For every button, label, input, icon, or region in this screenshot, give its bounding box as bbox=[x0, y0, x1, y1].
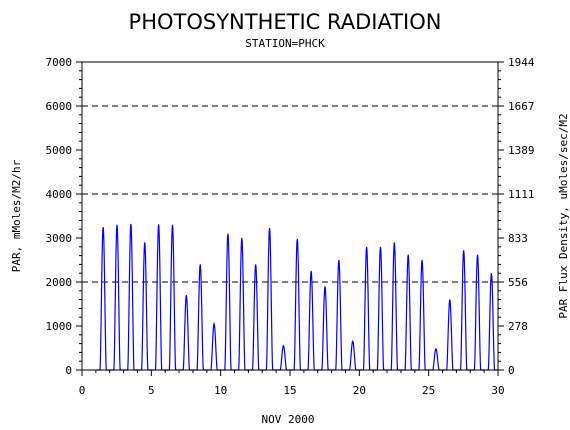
y2-tick-label: 556 bbox=[508, 276, 528, 289]
x-tick-label: 20 bbox=[353, 384, 366, 397]
y-axis-label: PAR, mMoles/M2/hr bbox=[10, 159, 23, 272]
y2-tick-label: 1667 bbox=[508, 100, 535, 113]
y-tick-label: 0 bbox=[65, 364, 72, 377]
y2-tick-label: 1111 bbox=[508, 188, 535, 201]
y-tick-label: 4000 bbox=[46, 188, 73, 201]
y-tick-label: 1000 bbox=[46, 320, 73, 333]
x-axis-ticks: 0 5 10 15 20 25 30 bbox=[79, 370, 505, 397]
y2-tick-label: 0 bbox=[508, 364, 515, 377]
chart-title: PHOTOSYNTHETIC RADIATION bbox=[129, 10, 442, 34]
x-axis-label: NOV 2000 bbox=[262, 413, 315, 426]
chart-subtitle: STATION=PHCK bbox=[245, 37, 325, 50]
y2-tick-label: 833 bbox=[508, 232, 528, 245]
y2-axis-ticks: 0 278 556 833 1111 1389 1667 1944 bbox=[498, 56, 535, 377]
y-tick-label: 6000 bbox=[46, 100, 73, 113]
par-series-line bbox=[96, 223, 498, 371]
y2-axis-label: PAR Flux Density, uMoles/sec/M2 bbox=[557, 113, 570, 318]
y2-tick-label: 1944 bbox=[508, 56, 535, 69]
y-tick-label: 7000 bbox=[46, 56, 73, 69]
y-tick-label: 3000 bbox=[46, 232, 73, 245]
x-tick-label: 5 bbox=[148, 384, 155, 397]
y-tick-label: 2000 bbox=[46, 276, 73, 289]
x-tick-label: 25 bbox=[422, 384, 435, 397]
y2-tick-label: 278 bbox=[508, 320, 528, 333]
x-tick-label: 10 bbox=[214, 384, 227, 397]
y2-tick-label: 1389 bbox=[508, 144, 535, 157]
y-axis-ticks: 0 1000 2000 3000 4000 5000 6000 7000 bbox=[46, 56, 82, 377]
x-tick-label: 0 bbox=[79, 384, 86, 397]
x-tick-label: 15 bbox=[283, 384, 296, 397]
x-tick-label: 30 bbox=[491, 384, 504, 397]
plot-frame bbox=[81, 61, 499, 371]
series-line-group bbox=[96, 223, 498, 371]
y-tick-label: 5000 bbox=[46, 144, 73, 157]
